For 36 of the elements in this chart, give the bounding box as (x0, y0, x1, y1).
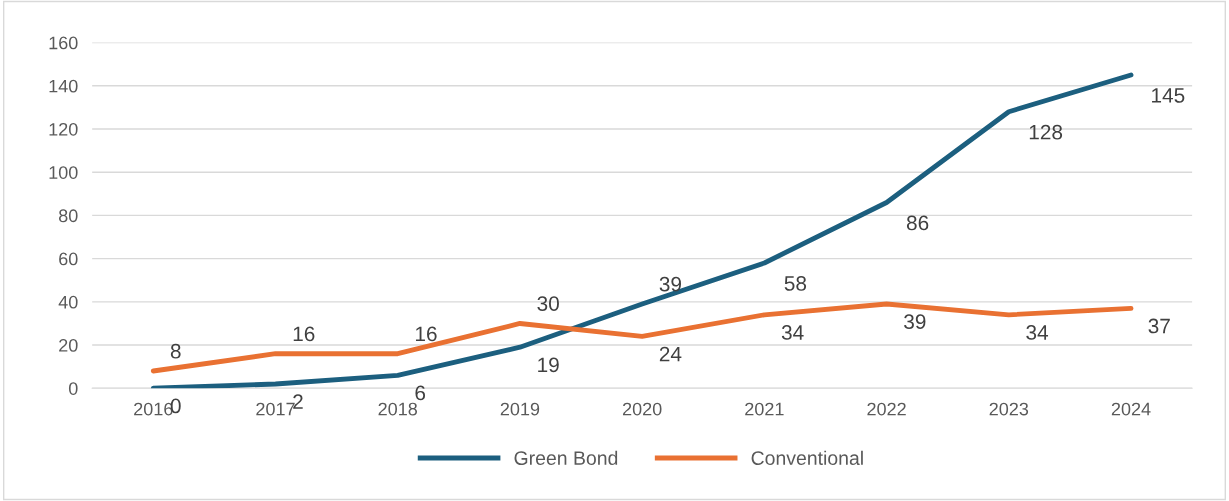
x-tick-label: 2019 (500, 402, 540, 416)
y-tick-label: 40 (58, 295, 78, 309)
y-tick-label: 0 (68, 382, 78, 395)
x-tick-label: 2020 (622, 402, 662, 416)
y-tick-label: 80 (58, 209, 78, 223)
y-tick-label: 140 (49, 79, 78, 93)
data-label: 39 (904, 314, 926, 330)
data-label: 34 (1026, 325, 1049, 340)
x-tick-label: 2022 (867, 402, 906, 416)
data-label: 8 (170, 343, 181, 359)
x-tick-label: 2023 (989, 402, 1029, 416)
data-label: 86 (906, 215, 929, 231)
data-label: 6 (415, 385, 426, 401)
y-tick-label: 120 (49, 122, 78, 136)
y-tick-label: 20 (59, 339, 78, 352)
data-label: 19 (538, 357, 559, 373)
legend-label: Green Bond (514, 450, 618, 465)
y-tick-label: 100 (49, 166, 78, 179)
x-tick-label: 2018 (378, 402, 418, 416)
data-label: 128 (1029, 124, 1063, 140)
data-label: 24 (659, 346, 682, 362)
data-label: 145 (1152, 88, 1185, 103)
data-label: 58 (784, 276, 807, 291)
x-tick-label: 2021 (745, 402, 784, 416)
data-label: 34 (781, 325, 804, 340)
legend-label: Conventional (751, 450, 863, 465)
data-label: 39 (659, 276, 681, 292)
data-label: 37 (1148, 318, 1170, 334)
data-label: 16 (293, 326, 315, 342)
y-tick-label: 60 (59, 252, 78, 266)
data-label: 2 (293, 394, 303, 409)
data-label: 16 (415, 326, 437, 342)
y-tick-label: 160 (49, 36, 78, 50)
data-label: 30 (537, 296, 559, 311)
x-tick-label: 2024 (1111, 402, 1151, 416)
x-tick-label: 2017 (256, 402, 295, 416)
